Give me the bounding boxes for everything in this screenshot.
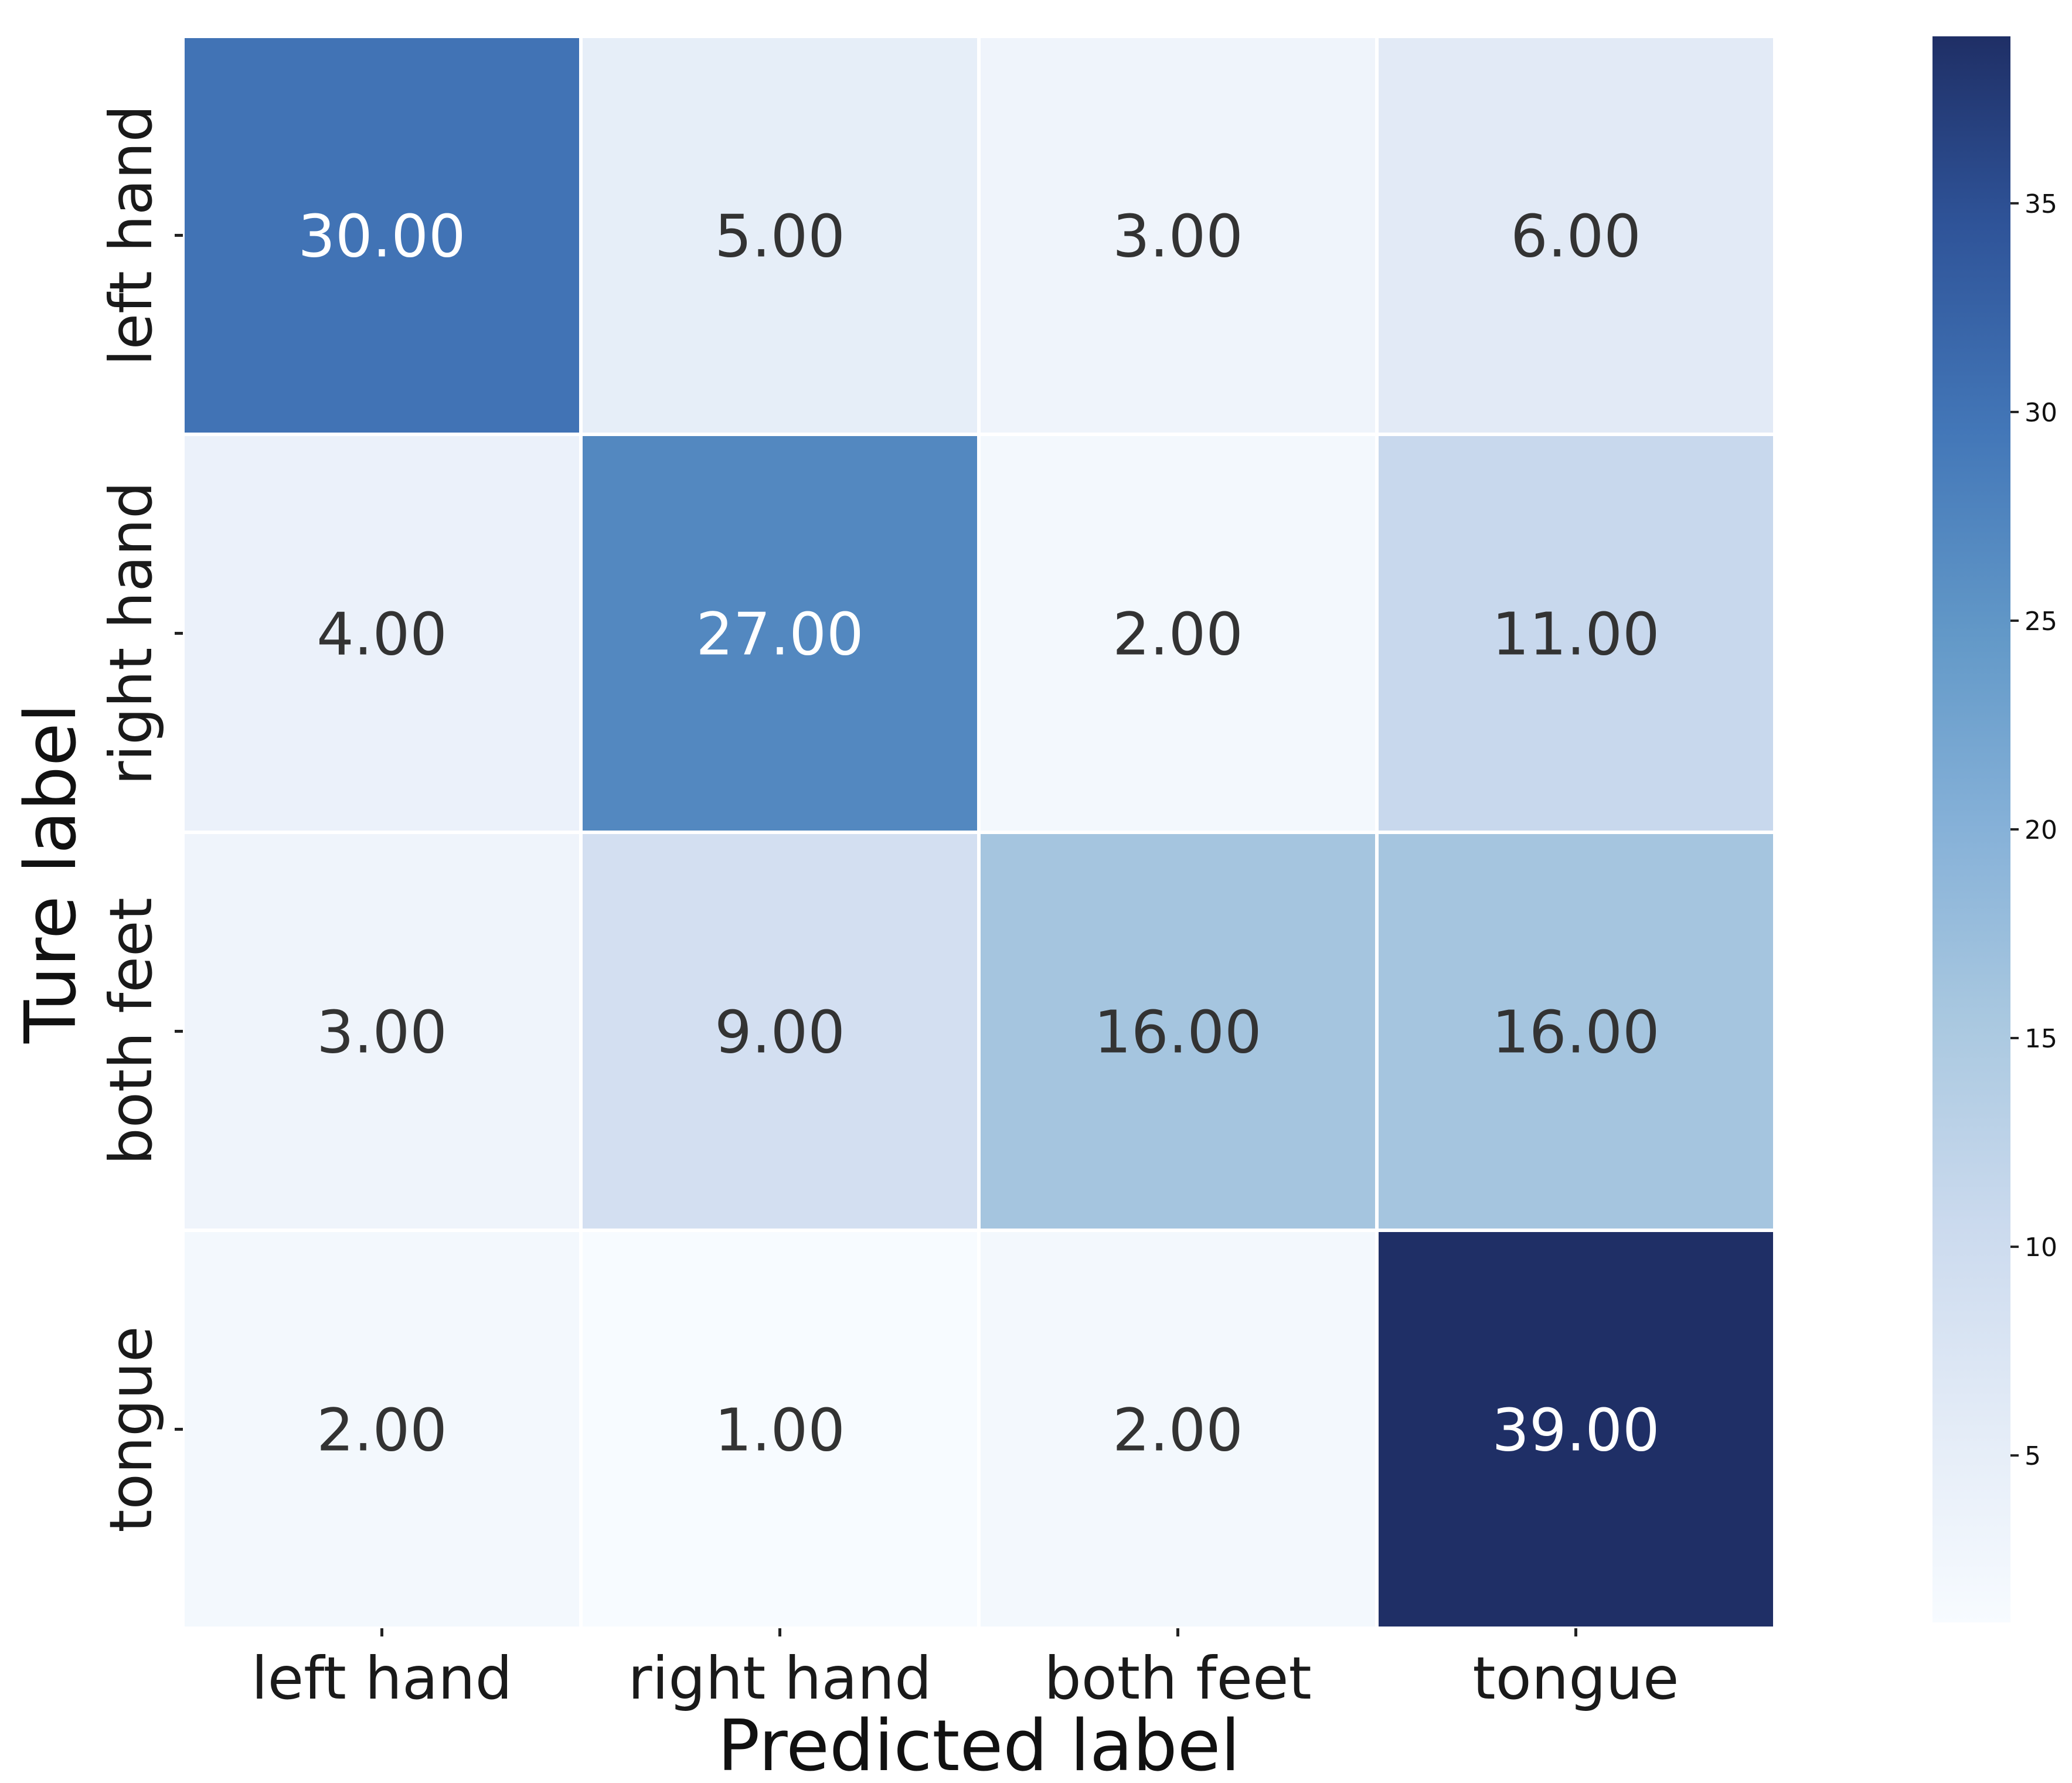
y-axis-title: Ture label [11,703,92,1044]
cell-value-label: 27.00 [696,600,863,669]
y-axis: left hand right hand both feet tongue [97,105,183,1533]
colorbar-tick-label: 30 [2025,398,2057,428]
cell-value-label: 3.00 [317,998,447,1067]
cell-value-label: 2.00 [317,1396,447,1465]
y-tick-label: right hand [97,481,165,785]
colorbar-tick-label: 35 [2025,189,2057,219]
x-tick-label: left hand [251,1644,512,1713]
cell-value-label: 30.00 [298,202,465,271]
heatmap-cell [181,35,583,436]
heatmap-cell [1375,433,1777,834]
heatmap-cell [579,433,981,834]
colorbar-tick-label: 5 [2025,1441,2041,1471]
heatmap-cell [181,433,583,834]
cell-value-label: 16.00 [1094,998,1261,1067]
colorbar-gradient [1932,36,2010,1622]
cell-value-label: 2.00 [1112,600,1243,669]
colorbar: 5 10 15 20 25 30 35 [1932,36,2057,1622]
x-tick-label: right hand [628,1644,931,1713]
colorbar-tick-label: 15 [2025,1024,2057,1054]
cell-value-label: 1.00 [715,1396,845,1465]
x-tick-label: both feet [1044,1644,1312,1713]
x-axis: left hand right hand both feet tongue [251,1628,1679,1713]
cell-value-label: 2.00 [1112,1396,1243,1465]
heatmap-cell [1375,831,1777,1232]
cell-value-label: 4.00 [317,600,447,669]
colorbar-tick-label: 25 [2025,607,2057,637]
cell-value-label: 16.00 [1492,998,1659,1067]
heatmap-cell [1375,1229,1777,1630]
x-axis-title: Predicted label [717,1706,1240,1783]
heatmap-cell [579,831,981,1232]
heatmap-cell [579,1229,981,1630]
y-tick-label: tongue [97,1326,165,1532]
cell-value-label: 3.00 [1112,202,1243,271]
heatmap-cell [181,1229,583,1630]
cell-value-label: 9.00 [715,998,845,1067]
y-tick-label: both feet [97,897,165,1165]
cell-value-label: 6.00 [1510,202,1641,271]
colorbar-tick-label: 20 [2025,815,2057,845]
heatmap-cells: 30.00 5.00 3.00 6.00 4.00 27.00 2.00 11.00 3.00 9… [181,35,1777,1630]
colorbar-tick-label: 10 [2025,1233,2057,1263]
heatmap-cell [1375,35,1777,436]
heatmap-cell [579,35,981,436]
cell-value-label: 39.00 [1492,1396,1659,1465]
y-tick-label: left hand [97,105,165,366]
heatmap-cell [977,35,1379,436]
cell-value-label: 11.00 [1492,600,1659,669]
cell-value-label: 5.00 [715,202,845,271]
heatmap-cell [977,1229,1379,1630]
x-tick-label: tongue [1472,1644,1679,1713]
